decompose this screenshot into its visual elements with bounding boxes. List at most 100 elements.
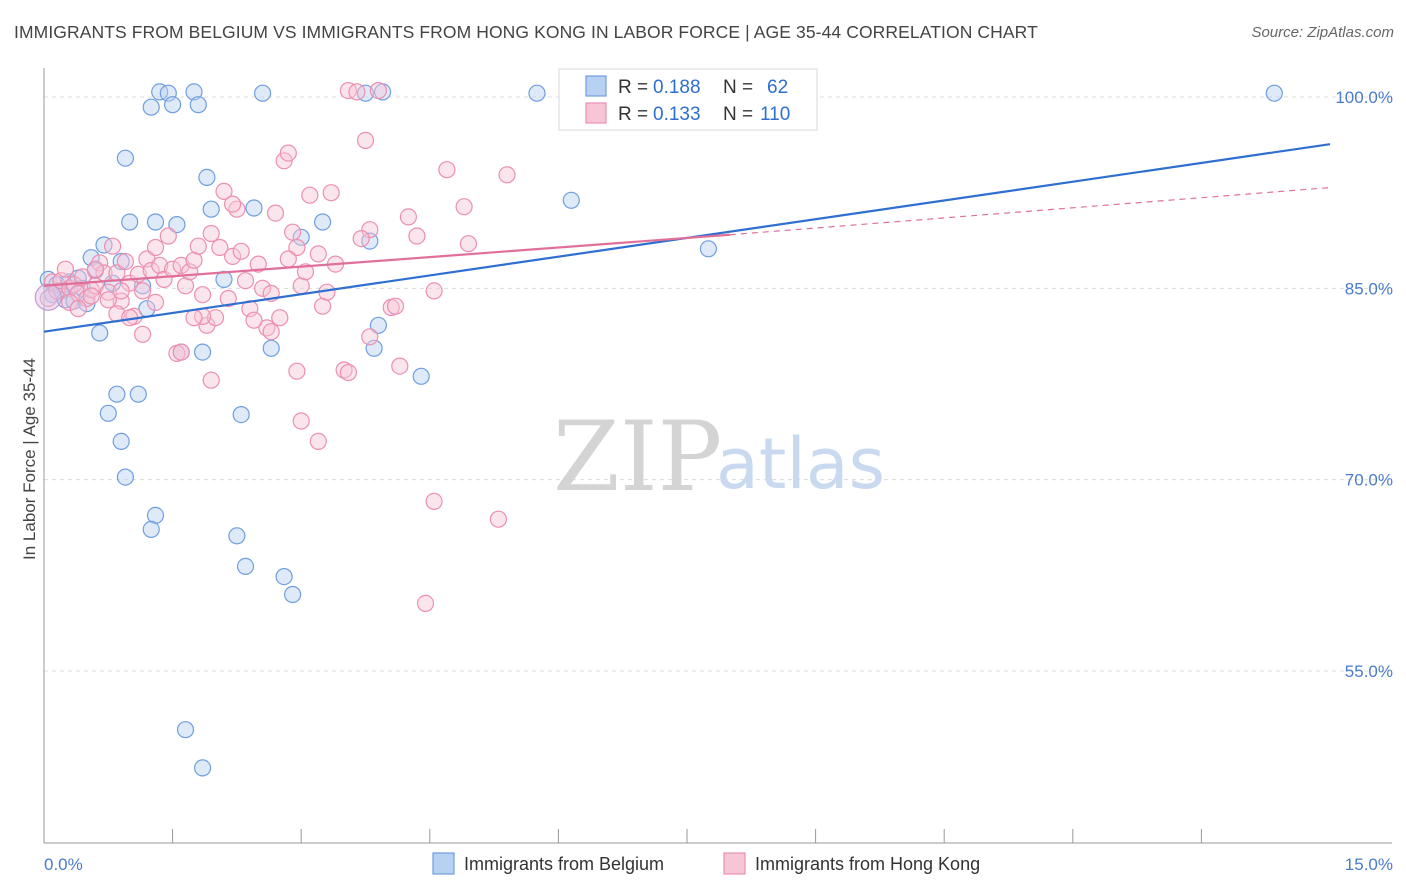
point-hongkong [425, 492, 443, 510]
point-hongkong [369, 81, 387, 100]
point-belgium [194, 343, 212, 361]
point-belgium [142, 520, 160, 539]
point-belgium [314, 213, 332, 231]
point-hongkong [254, 279, 272, 297]
stats-swatch-hongkong [585, 102, 607, 124]
point-hongkong [112, 292, 130, 310]
point-belgium [245, 199, 263, 217]
y-axis-label: In Labor Force | Age 35-44 [20, 358, 39, 560]
stats-r-value-hongkong: 0.133 [653, 104, 701, 125]
point-belgium [108, 385, 126, 403]
point-hongkong [279, 144, 297, 162]
point-hongkong [339, 363, 357, 382]
point-hongkong [296, 263, 315, 281]
point-belgium [146, 213, 165, 231]
point-belgium [185, 83, 203, 101]
point-hongkong [292, 412, 310, 430]
point-belgium [228, 527, 246, 545]
stats-n-value-belgium: 62 [767, 77, 788, 98]
point-hongkong [408, 227, 426, 245]
point-hongkong [301, 186, 319, 204]
point-hongkong [314, 297, 332, 315]
point-hongkong [399, 208, 417, 226]
point-belgium [95, 236, 113, 254]
point-hongkong [116, 252, 135, 271]
point-belgium [116, 149, 135, 167]
point-hongkong [69, 300, 87, 318]
stats-r-label-belgium: R = [618, 77, 648, 98]
point-hongkong [206, 309, 225, 327]
point-belgium [275, 567, 293, 586]
point-belgium [356, 84, 375, 102]
legend-label-belgium: Immigrants from Belgium [464, 854, 664, 874]
point-hongkong [245, 311, 263, 329]
point-hongkong [61, 293, 79, 311]
point-belgium [116, 468, 135, 486]
stats-box: R = 0.188 N = 62 R = 0.133 N = 110 [558, 68, 818, 131]
y-tick-label: 100.0% [1335, 88, 1393, 107]
legend: Immigrants from Belgium Immigrants from … [432, 852, 980, 875]
point-hongkong [134, 282, 152, 300]
stats-r-value-belgium: 0.188 [653, 77, 701, 98]
x-tick-label: 0.0% [44, 855, 83, 874]
point-belgium [121, 213, 139, 231]
legend-label-hongkong: Immigrants from Hong Kong [755, 854, 980, 874]
stats-n-value-hongkong: 110 [760, 104, 790, 125]
point-belgium [292, 228, 310, 246]
point-hongkong [82, 287, 100, 305]
point-hongkong [215, 182, 233, 200]
point-belgium [99, 404, 117, 422]
point-hongkong [86, 260, 105, 278]
point-hongkong [134, 325, 152, 343]
stats-n-label-hongkong: N = [723, 104, 753, 125]
point-belgium [284, 585, 302, 604]
point-belgium [176, 721, 195, 739]
point-hongkong [459, 235, 477, 253]
point-belgium [142, 98, 160, 116]
point-hongkong [361, 328, 379, 346]
point-hongkong [224, 247, 242, 265]
legend-swatch-belgium [432, 852, 455, 875]
point-hongkong [309, 245, 327, 263]
point-hongkong [103, 237, 122, 255]
stats-r-label-hongkong: R = [618, 104, 648, 125]
legend-swatch-hongkong [723, 852, 746, 875]
point-hongkong [309, 432, 327, 450]
point-hongkong [284, 223, 302, 241]
axes-layer [43, 68, 1392, 844]
point-belgium [262, 339, 280, 357]
point-hongkong [219, 289, 237, 308]
point-belgium [91, 324, 109, 342]
y-tick-label: 70.0% [1345, 471, 1393, 490]
point-belgium [369, 316, 387, 334]
chart-title: IMMIGRANTS FROM BELGIUM VS IMMIGRANTS FR… [14, 22, 1038, 42]
point-hongkong [279, 250, 297, 268]
watermark-atlas: atlas [716, 423, 885, 505]
point-belgium [254, 84, 272, 102]
y-tick-label: 85.0% [1345, 279, 1393, 298]
point-hongkong [391, 357, 409, 375]
point-hongkong [322, 184, 340, 202]
source-credit: Source: ZipAtlas.com [1251, 24, 1394, 41]
point-hongkong [232, 242, 250, 260]
point-hongkong [172, 343, 190, 361]
point-hongkong [498, 166, 516, 184]
point-belgium [112, 432, 130, 450]
point-hongkong [202, 224, 220, 243]
trendline-hongkong-extension [729, 186, 1331, 236]
point-hongkong [356, 131, 375, 149]
points-layer [34, 81, 1283, 777]
point-hongkong [69, 284, 87, 302]
point-hongkong [189, 237, 207, 255]
point-belgium [412, 367, 430, 385]
point-hongkong [56, 260, 75, 278]
point-hongkong [172, 256, 190, 274]
grid-layer [44, 96, 1390, 672]
stats-n-label-belgium: N = [723, 77, 753, 98]
point-belgium [146, 506, 165, 525]
point-hongkong [112, 282, 130, 300]
point-hongkong [425, 282, 443, 300]
point-hongkong [489, 510, 507, 528]
point-hongkong [386, 297, 405, 315]
